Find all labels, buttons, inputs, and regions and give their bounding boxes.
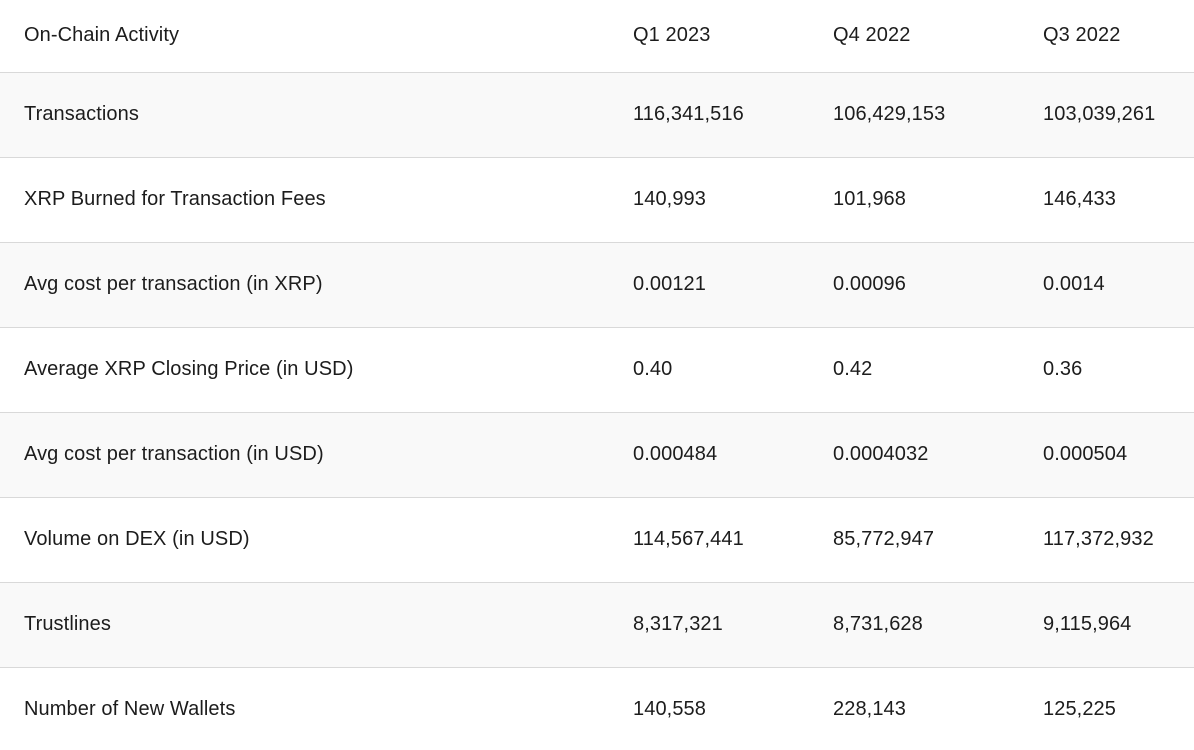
cell-value: 0.00121 [633, 273, 706, 295]
cell-value: 0.000484 [633, 443, 718, 465]
table-row: Average XRP Closing Price (in USD) 0.40 … [0, 327, 1194, 412]
table-row: Trustlines 8,317,321 8,731,628 9,115,964 [0, 582, 1194, 667]
table-row: Avg cost per transaction (in XRP) 0.0012… [0, 242, 1194, 327]
cell-value: 140,558 [633, 698, 706, 721]
cell-value: 0.36 [1043, 358, 1083, 380]
table-row: Volume on DEX (in USD) 114,567,441 85,77… [0, 497, 1194, 582]
cell-value: 228,143 [833, 698, 906, 721]
row-label: Average XRP Closing Price (in USD) [24, 358, 354, 380]
cell-value: 140,993 [633, 188, 706, 210]
cell-value: 101,968 [833, 188, 906, 210]
row-label: XRP Burned for Transaction Fees [24, 188, 326, 210]
table-row: Avg cost per transaction (in USD) 0.0004… [0, 412, 1194, 497]
row-label: Number of New Wallets [24, 698, 236, 721]
cell-value: 8,317,321 [633, 613, 723, 635]
column-header-q3-2022: Q3 2022 [1043, 24, 1121, 47]
cell-value: 85,772,947 [833, 528, 935, 550]
cell-value: 0.0014 [1043, 273, 1105, 295]
table-header-row: On-Chain Activity Q1 2023 Q4 2022 Q3 202… [0, 0, 1194, 72]
cell-value: 103,039,261 [1043, 103, 1156, 125]
cell-value: 9,115,964 [1043, 613, 1132, 635]
column-header-q1-2023: Q1 2023 [633, 24, 711, 47]
cell-value: 8,731,628 [833, 613, 923, 635]
row-label: Avg cost per transaction (in XRP) [24, 273, 323, 295]
cell-value: 0.00096 [833, 273, 906, 295]
row-label: Transactions [24, 103, 139, 125]
cell-value: 125,225 [1043, 698, 1116, 721]
row-label: Volume on DEX (in USD) [24, 528, 250, 550]
table-row: Transactions 116,341,516 106,429,153 103… [0, 72, 1194, 157]
cell-value: 0.40 [633, 358, 673, 380]
table-row: XRP Burned for Transaction Fees 140,993 … [0, 157, 1194, 242]
cell-value: 146,433 [1043, 188, 1116, 210]
cell-value: 0.0004032 [833, 443, 929, 465]
cell-value: 116,341,516 [633, 103, 744, 125]
cell-value: 114,567,441 [633, 528, 744, 550]
column-header-q4-2022: Q4 2022 [833, 24, 911, 47]
cell-value: 117,372,932 [1043, 528, 1154, 550]
row-label: Avg cost per transaction (in USD) [24, 443, 324, 465]
table-row: Number of New Wallets 140,558 228,143 12… [0, 667, 1194, 750]
table-title: On-Chain Activity [24, 24, 180, 47]
cell-value: 106,429,153 [833, 103, 946, 125]
cell-value: 0.000504 [1043, 443, 1128, 465]
cell-value: 0.42 [833, 358, 873, 380]
row-label: Trustlines [24, 613, 111, 635]
